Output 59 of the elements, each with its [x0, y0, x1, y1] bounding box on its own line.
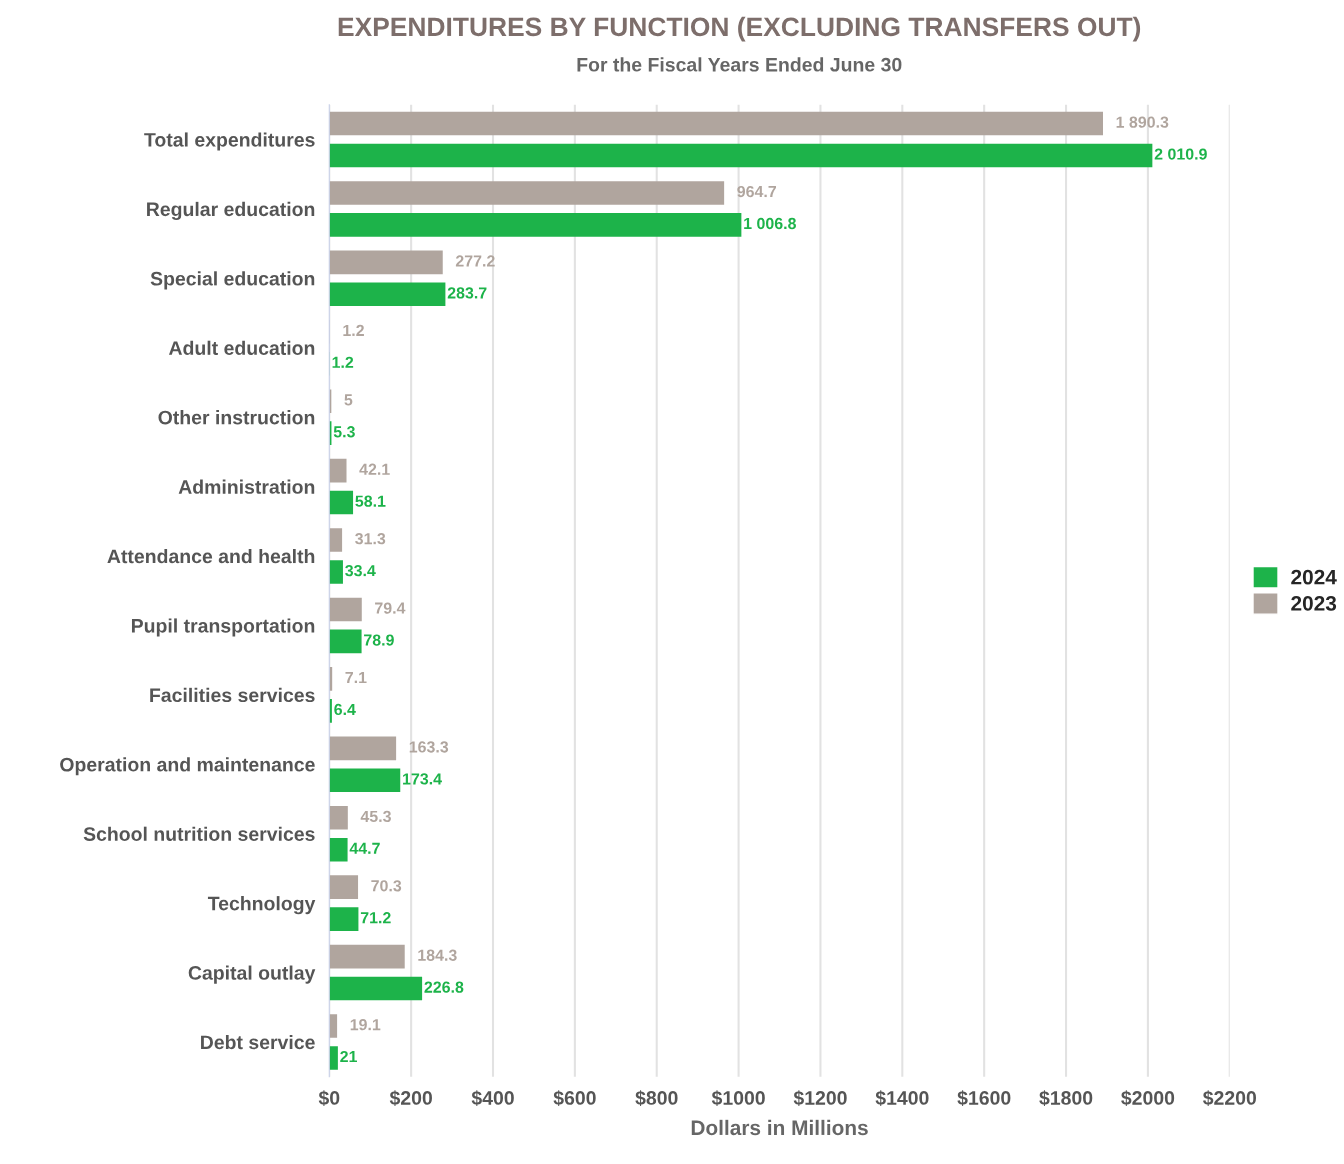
y-tick-label: Pupil transportation: [131, 618, 315, 637]
x-tick-label: $800: [635, 1090, 678, 1107]
x-tick-label: $1600: [957, 1090, 1011, 1107]
x-tick-label: $1000: [711, 1090, 765, 1107]
y-tick-label: Attendance and health: [107, 548, 315, 564]
data-label: 184.3: [418, 949, 457, 961]
x-tick-label: $2200: [1202, 1090, 1256, 1107]
data-label: 44.7: [349, 842, 380, 854]
data-label: 226.8: [424, 981, 464, 993]
y-tick-label: Facilities services: [150, 687, 315, 703]
y-tick-label: Other instruction: [158, 410, 315, 425]
y-tick-label: Regular education: [147, 201, 315, 221]
data-label: 58.1: [355, 495, 386, 507]
data-label: 1 890.3: [1116, 116, 1169, 128]
data-label: 70.3: [371, 880, 402, 892]
y-tick-label: Adult education: [168, 340, 315, 355]
x-tick-label: $1200: [793, 1090, 847, 1107]
data-label: 5: [344, 394, 353, 406]
data-label: 71.2: [360, 912, 391, 924]
x-tick-label: $2000: [1121, 1090, 1175, 1107]
y-tick-label: Total expenditures: [144, 132, 315, 151]
x-tick-label: $1400: [875, 1090, 929, 1107]
data-label: 163.3: [409, 741, 449, 753]
y-tick-label: Special education: [150, 271, 315, 290]
data-label: 79.4: [375, 602, 406, 614]
y-tick-label: Technology: [207, 896, 316, 915]
chart-title: EXPENDITURES BY FUNCTION (EXCLUDING TRANSFERS OUT): [338, 16, 1141, 42]
data-label: 1.2: [332, 356, 354, 368]
data-label: 7.1: [345, 672, 367, 684]
x-tick-label: $1800: [1039, 1090, 1093, 1107]
x-tick-label: $200: [389, 1090, 432, 1107]
y-tick-label: Administration: [178, 479, 315, 494]
x-axis-title: Dollars in Millions: [691, 1119, 868, 1136]
y-tick-label: Operation and maintenance: [60, 757, 315, 776]
legend-label: 2023: [1291, 595, 1337, 611]
data-label: 45.3: [360, 810, 391, 823]
y-tick-label: Debt service: [201, 1034, 315, 1050]
x-tick-label: $0: [318, 1090, 340, 1107]
x-tick-label: $600: [553, 1090, 596, 1107]
data-label: 19.1: [350, 1019, 381, 1031]
data-label: 1 006.8: [744, 217, 796, 230]
data-label: 964.7: [737, 185, 777, 198]
data-label: 173.4: [403, 773, 442, 785]
data-label: 31.3: [355, 533, 386, 545]
data-label: 5.3: [333, 426, 355, 438]
data-label: 78.9: [364, 634, 394, 646]
data-label: 6.4: [334, 703, 356, 716]
legend-label: 2024: [1291, 569, 1337, 585]
data-label: 277.2: [455, 255, 495, 267]
data-label: 33.4: [345, 564, 376, 577]
data-label: 21: [340, 1050, 357, 1063]
chart-subtitle: For the Fiscal Years Ended June 30: [577, 57, 902, 72]
data-label: 42.1: [359, 463, 390, 475]
x-tick-label: $400: [471, 1090, 514, 1107]
y-tick-label: Capital outlay: [188, 965, 316, 984]
data-label: 2 010.9: [1154, 148, 1207, 160]
data-label: 1.2: [343, 324, 364, 336]
y-tick-label: School nutrition services: [83, 826, 315, 841]
data-label: 283.7: [447, 287, 487, 299]
